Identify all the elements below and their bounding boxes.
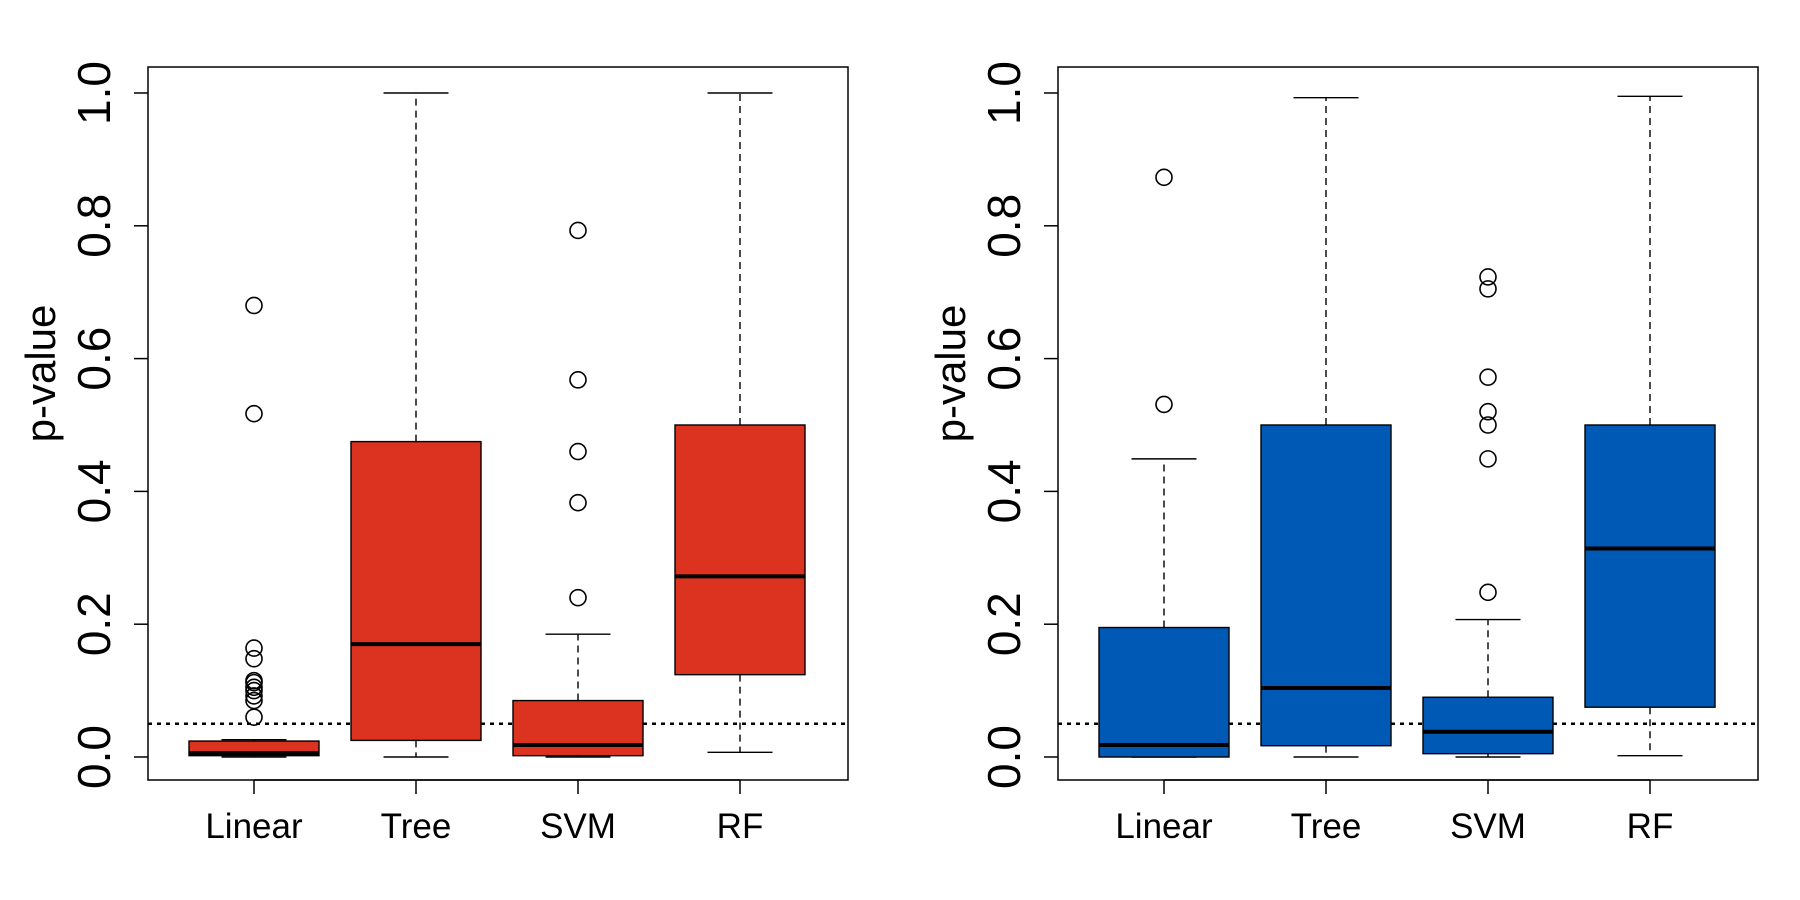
outlier-point (1479, 583, 1497, 602)
x-tick-label: Tree (381, 807, 452, 846)
outlier-point (245, 708, 263, 726)
outlier-point (245, 296, 263, 315)
x-tick-label: Linear (1115, 807, 1213, 846)
x-tick-label: RF (1627, 807, 1674, 846)
y-tick-label: 0.8 (68, 194, 120, 258)
outlier-point (569, 493, 587, 512)
y-axis: 0.0 0.2 0.4 0.6 0.8 1.0 (68, 61, 148, 789)
y-tick-label: 0.6 (68, 327, 120, 391)
outlier-point (245, 404, 263, 423)
y-tick-label: 0.0 (68, 725, 120, 789)
outlier-point (1479, 368, 1497, 386)
outlier-point (1155, 168, 1173, 187)
outlier-point (245, 681, 263, 700)
x-tick-label: SVM (1450, 807, 1526, 846)
box-svm: SVM (1422, 268, 1554, 846)
outlier-point (245, 687, 263, 705)
iqr-box (512, 699, 644, 757)
box-linear: Linear (188, 296, 320, 846)
y-tick-label: 0.6 (978, 327, 1030, 391)
outlier-point (569, 371, 587, 389)
iqr-box (1422, 696, 1554, 755)
outlier-point (1479, 402, 1497, 421)
x-tick-label: Tree (1291, 807, 1362, 846)
outlier-point (1479, 416, 1497, 434)
x-tick-label: SVM (540, 807, 616, 846)
outlier-point (569, 221, 587, 240)
y-tick-label: 0.8 (978, 194, 1030, 258)
outlier-point (245, 673, 263, 692)
outlier-point (245, 649, 263, 668)
iqr-box (1098, 626, 1230, 758)
y-tick-label: 0.4 (978, 459, 1030, 523)
y-tick-label: 0.2 (68, 592, 120, 656)
iqr-box (1584, 424, 1716, 708)
boxplot-panel-right: 0.0 0.2 0.4 0.6 0.8 1.0 p-value Linear Tree SVM RF (927, 61, 1759, 846)
box-tree: Tree (1260, 96, 1392, 846)
outlier-point (1155, 395, 1173, 414)
y-tick-label: 1.0 (978, 61, 1030, 125)
y-axis-label: p-value (17, 305, 64, 443)
outlier-point (1479, 450, 1497, 468)
box-tree: Tree (350, 92, 482, 846)
outlier-point (1479, 280, 1497, 298)
outlier-point (569, 588, 587, 607)
boxplot-panel-left: 0.0 0.2 0.4 0.6 0.8 1.0 p-value Linear Tree SVM RF (17, 61, 849, 846)
x-tick-label: Linear (205, 807, 303, 846)
iqr-box (350, 440, 482, 742)
box-rf: RF (674, 92, 806, 846)
y-tick-label: 1.0 (68, 61, 120, 125)
box-svm: SVM (512, 221, 644, 846)
x-tick-label: RF (717, 807, 764, 846)
iqr-box (1260, 424, 1392, 747)
y-tick-label: 0.2 (978, 592, 1030, 656)
outlier-point (245, 639, 263, 657)
iqr-box (674, 424, 806, 676)
y-axis: 0.0 0.2 0.4 0.6 0.8 1.0 (978, 61, 1058, 789)
outlier-point (1479, 268, 1497, 286)
outlier-point (569, 442, 587, 461)
y-tick-label: 0.4 (68, 459, 120, 523)
y-axis-label: p-value (927, 305, 974, 443)
y-tick-label: 0.0 (978, 725, 1030, 789)
box-rf: RF (1584, 95, 1716, 846)
box-linear: Linear (1098, 168, 1230, 846)
